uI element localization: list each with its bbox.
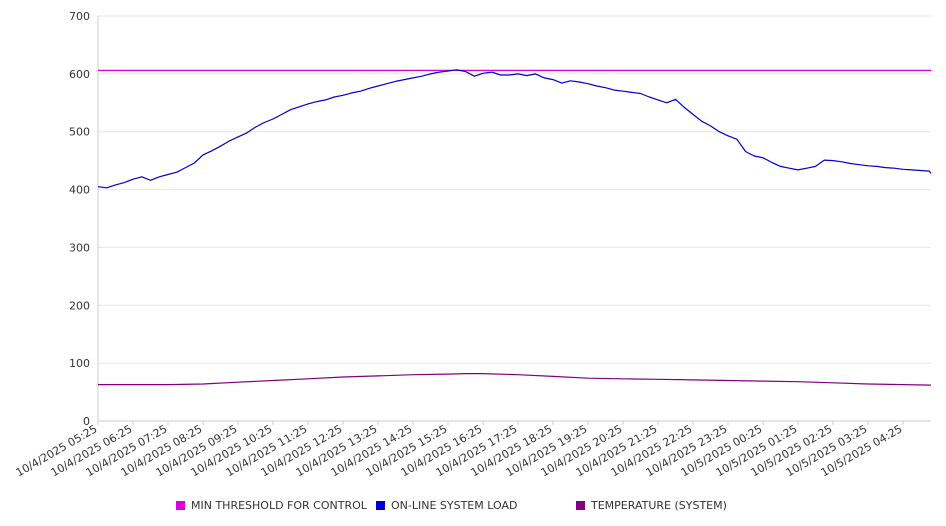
y-tick-label: 500 bbox=[69, 126, 90, 139]
series-line-system-load bbox=[97, 69, 932, 189]
grid-lines bbox=[98, 15, 931, 364]
legend-swatch-system-load bbox=[376, 501, 385, 510]
legend: MIN THRESHOLD FOR CONTROL ON-LINE SYSTEM… bbox=[0, 496, 946, 516]
legend-swatch-temperature bbox=[576, 501, 585, 510]
legend-item-min-threshold: MIN THRESHOLD FOR CONTROL bbox=[176, 499, 367, 512]
y-tick-label: 300 bbox=[69, 241, 90, 254]
y-tick-label: 400 bbox=[69, 184, 90, 197]
y-tick-label: 600 bbox=[69, 68, 90, 81]
line-chart: 0 100 200 300 400 500 600 700 10/4/2025 05:2510… bbox=[14, 10, 932, 479]
series-line-temperature bbox=[98, 373, 932, 386]
legend-label-system-load: ON-LINE SYSTEM LOAD bbox=[391, 499, 518, 512]
legend-label-temperature: TEMPERATURE (SYSTEM) bbox=[591, 499, 727, 512]
legend-item-system-load: ON-LINE SYSTEM LOAD bbox=[376, 499, 517, 512]
legend-label-min-threshold: MIN THRESHOLD FOR CONTROL bbox=[191, 499, 367, 512]
series-lines bbox=[97, 69, 932, 386]
axes bbox=[97, 16, 931, 425]
y-tick-label: 200 bbox=[69, 299, 90, 312]
legend-item-temperature: TEMPERATURE (SYSTEM) bbox=[576, 499, 727, 512]
y-tick-label: 100 bbox=[69, 357, 90, 370]
y-tick-labels: 0 100 200 300 400 500 600 700 bbox=[69, 10, 90, 428]
legend-swatch-min-threshold bbox=[176, 501, 185, 510]
y-tick-label: 700 bbox=[69, 10, 90, 23]
y-tick-label: 0 bbox=[83, 415, 90, 428]
